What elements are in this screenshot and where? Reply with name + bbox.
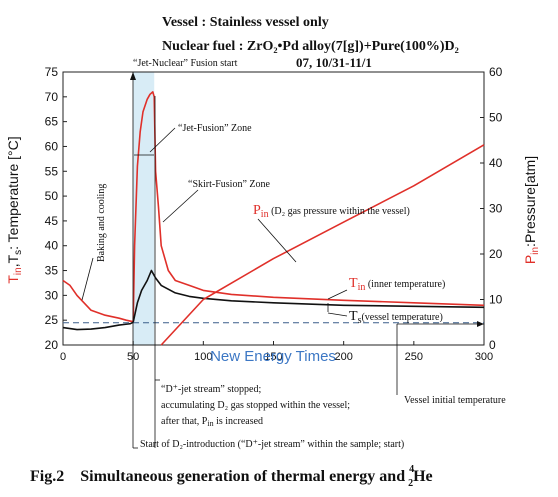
y-left-tick-label: 40: [45, 239, 59, 253]
series-line-0: [62, 91, 485, 323]
y-right-tick-label: 20: [489, 247, 503, 261]
y-left-ts-sub: s: [13, 250, 24, 255]
ts-label: Ts(vessel temperature): [349, 309, 443, 326]
baking-pointer: [81, 257, 94, 301]
y-right-tick-label: 0: [489, 338, 496, 352]
tin-pointer: [327, 289, 348, 300]
axis-ticks: 0 50 100 150 200 250 3002025303540455055606570…: [45, 65, 503, 363]
y-right-p: P: [522, 255, 538, 264]
skirt-zone-pointer: [162, 189, 199, 223]
pin-pointer: [257, 218, 297, 263]
y-left-tick-label: 45: [45, 214, 59, 228]
y-left-rest: : Temperature [°C]: [5, 136, 21, 250]
y-left-tick-label: 65: [45, 115, 59, 129]
y-left-tick-label: 25: [45, 313, 59, 327]
y-right-tick-label: 40: [489, 156, 503, 170]
x-tick-label: 200: [334, 351, 352, 363]
y-left-tick-label: 75: [45, 65, 59, 79]
fusion-start-arrowhead: [130, 72, 136, 80]
pin-label: Pin (D₂ gas pressure within the vessel): [253, 203, 410, 220]
y-right-tick-label: 10: [489, 293, 503, 307]
tin-label: Tin (inner temperature): [349, 276, 445, 293]
fusion-start-label: “Jet-Nuclear” Fusion start: [133, 58, 238, 69]
y-left-tin: T: [5, 275, 21, 284]
y-right-tick-label: 50: [489, 111, 503, 125]
ts-pointer: [327, 312, 348, 317]
series-line-2: [160, 144, 485, 346]
baking-label: Baking and cooling: [96, 184, 107, 262]
jet-zone-pointer: [149, 127, 176, 153]
y-left-comma: ,T: [5, 254, 21, 267]
y-right-tick-label: 60: [489, 65, 503, 79]
header-vessel: Vessel : Stainless vessel only: [162, 15, 329, 30]
vessel-initial-arrowhead: [477, 321, 484, 327]
vessel-initial-label: Vessel initial temperature: [404, 395, 506, 406]
series-line-1: [62, 269, 485, 331]
y-left-tick-label: 35: [45, 264, 59, 278]
y-left-tick-label: 30: [45, 288, 59, 302]
y-left-tick-label: 20: [45, 338, 59, 352]
y-axis-label-right: Pin:Pressure[atm]: [522, 156, 541, 264]
y-right-rest: :Pressure[atm]: [522, 156, 538, 247]
stopped-line-2: accumulating D₂ gas stopped within the v…: [161, 400, 350, 411]
x-axis-label: New Energy Times: [210, 348, 336, 365]
header-date: 07, 10/31-11/1: [296, 55, 372, 70]
figure-caption: Fig.2 Simultaneous generation of thermal …: [30, 464, 433, 489]
stopped-line-3: after that, Pin is increased: [161, 416, 263, 428]
y-left-tick-label: 70: [45, 90, 59, 104]
y-axis-label-left: Tin,Ts: Temperature [°C]: [5, 136, 24, 283]
x-tick-label: 100: [194, 351, 212, 363]
start-intro-label: Start of D₂-introduction (“D⁺-jet stream…: [140, 439, 404, 450]
y-right-tick-label: 30: [489, 202, 503, 216]
header-fuel: Nuclear fuel : ZrO₂•Pd alloy(7[g])+Pure(…: [162, 39, 459, 54]
y-left-tin-sub: in: [13, 267, 24, 275]
jet-zone-label: “Jet-Fusion” Zone: [178, 123, 252, 134]
skirt-zone-label: “Skirt-Fusion” Zone: [188, 179, 270, 190]
y-left-tick-label: 55: [45, 164, 59, 178]
x-tick-label: 250: [405, 351, 423, 363]
stopped-line-1: “D⁺-jet stream” stopped;: [161, 384, 261, 395]
x-tick-label: 300: [475, 351, 493, 363]
x-tick-label: 0: [60, 351, 66, 363]
y-left-tick-label: 50: [45, 189, 59, 203]
x-tick-label: 150: [264, 351, 282, 363]
y-right-p-sub: in: [530, 247, 541, 255]
annotations: “Jet-Nuclear” Fusion start “Jet-Fusion” …: [81, 58, 506, 450]
y-left-tick-label: 60: [45, 139, 59, 153]
series-lines: [62, 91, 485, 346]
